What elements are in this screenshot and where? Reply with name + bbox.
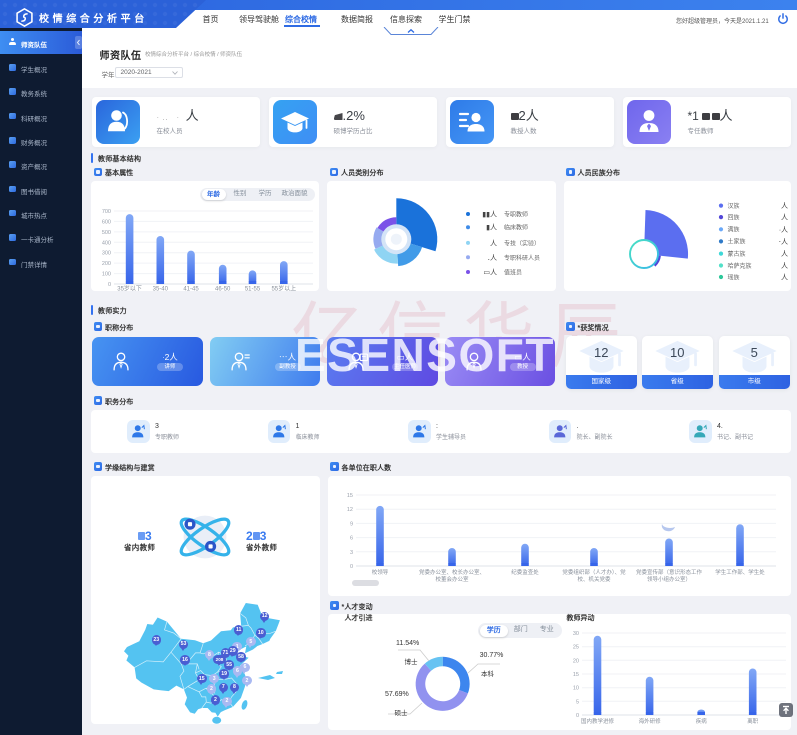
svg-text:疾病: 疾病 — [696, 717, 708, 725]
svg-text:6: 6 — [350, 536, 353, 542]
svg-text:蒙古族: 蒙古族 — [728, 250, 746, 258]
svg-text:人: 人 — [781, 214, 788, 222]
svg-text:46-50: 46-50 — [215, 287, 231, 292]
svg-text:▭人: ▭人 — [483, 269, 497, 277]
svg-text:9: 9 — [350, 521, 353, 527]
svg-text:值班员: 值班员 — [504, 269, 522, 277]
svg-text:·人: ·人 — [779, 226, 788, 234]
svg-text:人: 人 — [781, 202, 788, 210]
svg-text:35-40: 35-40 — [153, 287, 169, 292]
svg-text:15: 15 — [347, 493, 353, 499]
svg-text:人: 人 — [490, 239, 497, 247]
svg-text:⋅人: ⋅人 — [779, 238, 788, 246]
svg-text:700: 700 — [102, 209, 111, 215]
svg-text:․人: ․人 — [488, 254, 497, 262]
svg-text:15: 15 — [573, 672, 579, 678]
svg-text:0: 0 — [108, 282, 111, 288]
svg-text:满族: 满族 — [728, 226, 740, 234]
svg-text:▮人: ▮人 — [486, 224, 497, 232]
svg-text:学生工作部、学生处: 学生工作部、学生处 — [715, 568, 765, 576]
svg-text:500: 500 — [102, 230, 111, 236]
svg-text:100: 100 — [102, 272, 111, 278]
svg-text:5: 5 — [576, 699, 579, 705]
svg-text:12: 12 — [347, 507, 353, 513]
svg-text:0: 0 — [350, 564, 353, 570]
svg-text:党委组织部（人才办）、党: 党委组织部（人才办）、党 — [562, 568, 626, 576]
svg-text:国内教学进修: 国内教学进修 — [581, 717, 615, 725]
svg-text:人: 人 — [781, 274, 788, 282]
svg-text:校领导: 校领导 — [372, 568, 389, 576]
svg-text:200: 200 — [102, 261, 111, 267]
svg-text:3: 3 — [350, 550, 353, 556]
svg-text:校、机关党委: 校、机关党委 — [577, 575, 611, 583]
svg-text:专职教师: 专职教师 — [504, 211, 528, 219]
svg-text:领导小组办公室）: 领导小组办公室） — [647, 575, 691, 583]
svg-text:专技（实验）: 专技（实验） — [504, 239, 540, 247]
svg-text:25: 25 — [573, 645, 579, 651]
svg-text:纪委监查处: 纪委监查处 — [511, 568, 539, 576]
svg-text:海外研修: 海外研修 — [639, 717, 662, 725]
svg-text:300: 300 — [102, 251, 111, 257]
svg-text:瑶族: 瑶族 — [728, 273, 740, 281]
svg-text:人: 人 — [781, 262, 788, 270]
svg-text:20: 20 — [573, 658, 579, 664]
svg-text:55岁以上: 55岁以上 — [271, 285, 296, 292]
svg-text:专职科研人员: 专职科研人员 — [504, 254, 540, 262]
svg-text:10: 10 — [573, 686, 579, 692]
svg-text:校董会办公室: 校董会办公室 — [435, 575, 469, 583]
svg-text:党委宣传部（意识形态工作: 党委宣传部（意识形态工作 — [636, 568, 703, 576]
svg-text:0: 0 — [576, 713, 579, 719]
svg-text:回族: 回族 — [728, 213, 740, 221]
svg-text:党委办公室、校长办公室、: 党委办公室、校长办公室、 — [419, 568, 485, 576]
svg-text:离职: 离职 — [747, 717, 759, 725]
svg-text:临床教师: 临床教师 — [504, 224, 528, 232]
svg-text:▮▮人: ▮▮人 — [482, 211, 497, 219]
svg-text:600: 600 — [102, 219, 111, 225]
svg-text:人: 人 — [781, 250, 788, 258]
svg-text:汉族: 汉族 — [728, 202, 740, 210]
svg-text:哈萨克族: 哈萨克族 — [728, 262, 752, 270]
svg-text:400: 400 — [102, 240, 111, 246]
svg-text:30: 30 — [573, 631, 579, 637]
svg-text:土家族: 土家族 — [728, 238, 746, 246]
svg-text:51-55: 51-55 — [245, 287, 261, 292]
svg-text:35岁以下: 35岁以下 — [117, 285, 142, 292]
svg-text:41-45: 41-45 — [183, 287, 199, 292]
